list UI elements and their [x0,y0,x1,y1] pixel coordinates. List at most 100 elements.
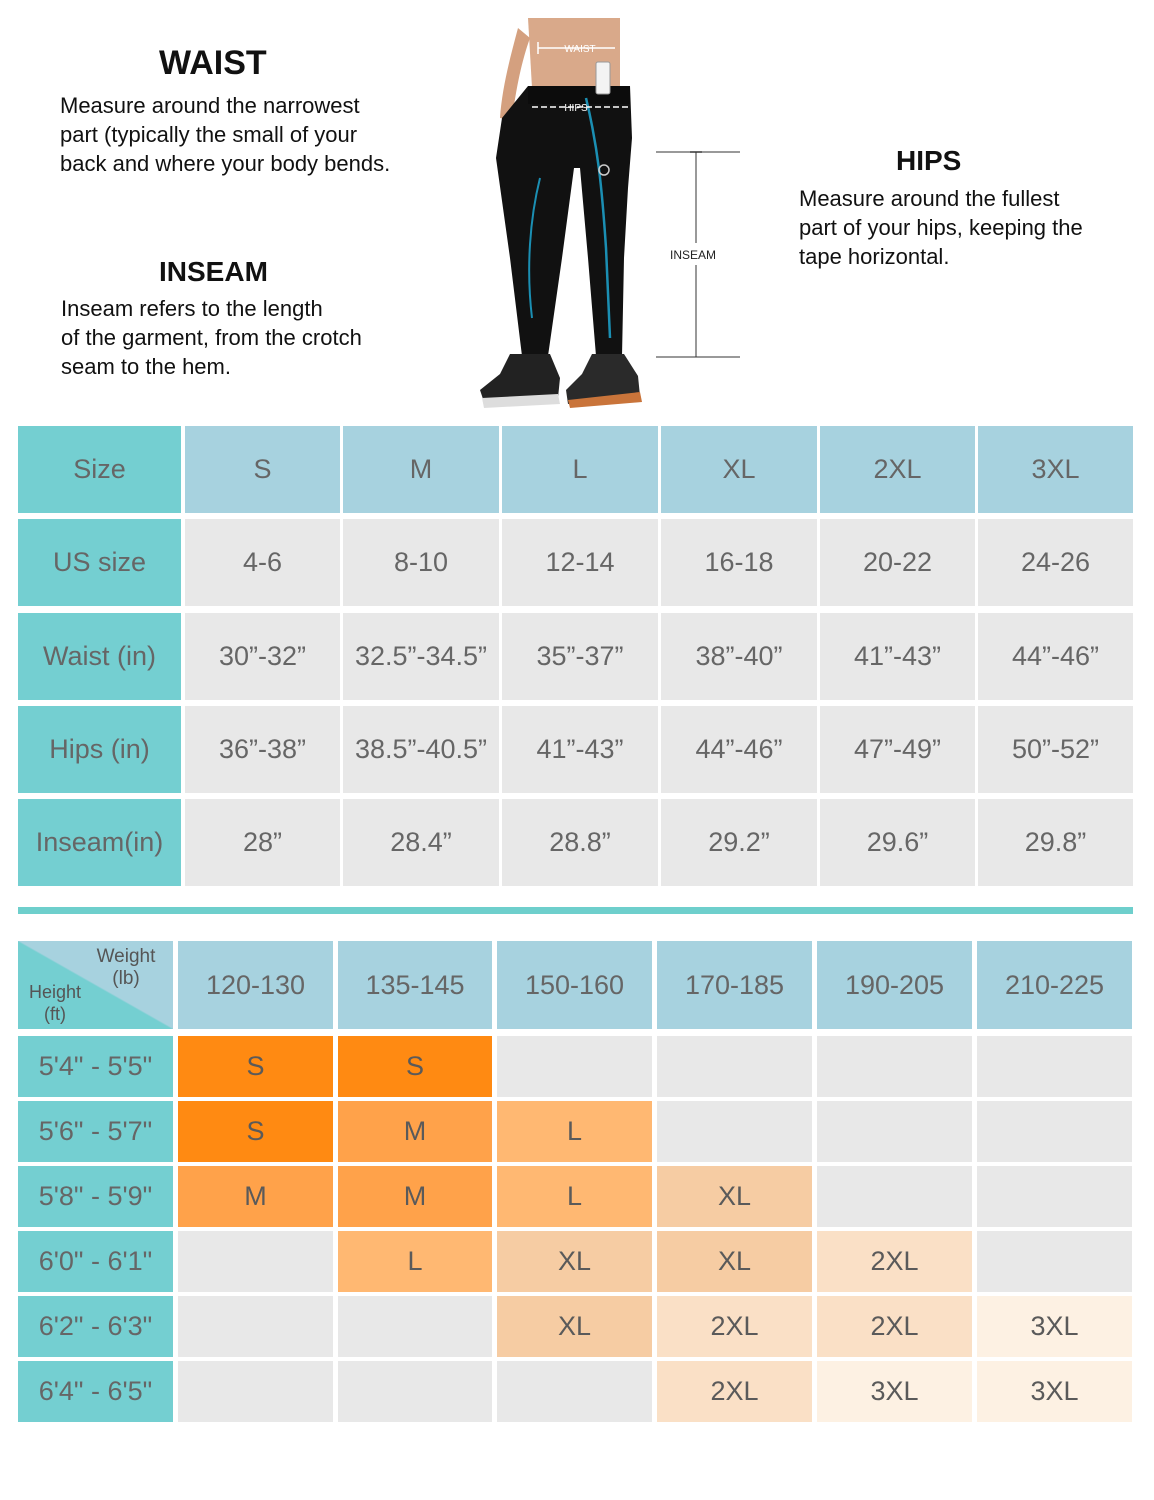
model-figure-illustration: WAIST HIPS INSEAM [480,18,740,408]
size-table-cell: 20-22 [820,519,975,606]
fit-size-cell: L [497,1166,652,1227]
size-table-cell: 24-26 [978,519,1133,606]
waist-figure-label: WAIST [564,44,595,55]
waist-title: WAIST [159,44,267,82]
size-row-label: Waist (in) [18,613,181,700]
fit-size-cell [497,1361,652,1422]
hips-line: tape horizontal. [799,244,950,269]
fit-size-cell: M [338,1101,492,1162]
size-table-cell: 41”-43” [502,706,658,793]
weight-label-line: Weight [96,946,156,967]
shoe-shape [480,354,560,402]
phone-pocket-shape [595,61,611,95]
height-row-label: 6'4" - 6'5" [18,1361,173,1422]
brand-logo-icon [598,164,610,176]
size-table-cell: 44”-46” [978,613,1133,700]
size-table-cell: 8-10 [343,519,499,606]
fit-size-cell [178,1231,333,1292]
size-table-cell: 16-18 [661,519,817,606]
fit-size-cell [977,1101,1132,1162]
fit-size-cell: 3XL [817,1361,972,1422]
inseam-line: Inseam refers to the length [61,296,323,321]
fit-size-cell: XL [497,1231,652,1292]
size-table-cell: 30”-32” [185,613,340,700]
arm-shape [500,28,530,120]
fit-size-cell [338,1361,492,1422]
fit-size-cell: M [338,1166,492,1227]
blue-piping-shape [584,97,612,339]
inseam-figure-label: INSEAM [670,248,716,262]
size-table-cell: 44”-46” [661,706,817,793]
fit-size-cell [977,1166,1132,1227]
size-table-cell: 4-6 [185,519,340,606]
size-row-label: Inseam(in) [18,799,181,886]
size-table-cell: 28” [185,799,340,886]
fit-size-cell: 2XL [657,1361,812,1422]
size-header-label: Size [18,426,181,513]
size-table-cell: 32.5”-34.5” [343,613,499,700]
waistband-shape [528,86,630,104]
size-column-header: XL [661,426,817,513]
weight-column-header: 150-160 [497,941,652,1029]
weight-column-header: 170-185 [657,941,812,1029]
hips-line: part of your hips, keeping the [799,215,1083,240]
size-column-header: 3XL [978,426,1133,513]
fit-size-cell: 2XL [657,1296,812,1357]
height-label-line: Height [28,982,82,1002]
size-table-cell: 38.5”-40.5” [343,706,499,793]
leggings-shape [496,86,632,356]
size-column-header: 2XL [820,426,975,513]
height-row-label: 5'4" - 5'5" [18,1036,173,1097]
size-table-cell: 36”-38” [185,706,340,793]
weight-column-header: 210-225 [977,941,1132,1029]
size-table-cell: 35”-37” [502,613,658,700]
fit-size-cell [977,1231,1132,1292]
size-table-cell: 28.8” [502,799,658,886]
size-table-cell: 29.8” [978,799,1133,886]
hips-description: Measure around the fullest part of your … [799,184,1129,271]
fit-size-cell: 3XL [977,1361,1132,1422]
fit-size-cell [657,1101,812,1162]
height-axis-label: Height (ft) [22,981,88,1025]
inseam-line: of the garment, from the crotch [61,325,362,350]
weight-column-header: 190-205 [817,941,972,1029]
fit-size-cell [817,1036,972,1097]
size-table-cell: 41”-43” [820,613,975,700]
fit-size-cell: 3XL [977,1296,1132,1357]
waist-line: back and where your body bends. [60,151,391,176]
size-column-header: M [343,426,499,513]
fit-size-cell: L [338,1231,492,1292]
fit-size-cell: L [497,1101,652,1162]
size-table-cell: 38”-40” [661,613,817,700]
weight-column-header: 120-130 [178,941,333,1029]
height-row-label: 5'6" - 5'7" [18,1101,173,1162]
waist-line: part (typically the small of your [60,122,358,147]
fit-size-cell: 2XL [817,1231,972,1292]
size-table-cell: 12-14 [502,519,658,606]
size-table-cell: 29.6” [820,799,975,886]
size-table-cell: 29.2” [661,799,817,886]
fit-size-cell: XL [657,1166,812,1227]
hips-figure-label: HIPS [564,103,588,114]
fit-size-cell: S [178,1036,333,1097]
fit-size-cell [178,1361,333,1422]
shoe-shape [566,354,640,404]
height-row-label: 5'8" - 5'9" [18,1166,173,1227]
fit-size-cell [178,1296,333,1357]
shoe-sole-shape [482,394,560,408]
height-row-label: 6'0" - 6'1" [18,1231,173,1292]
size-row-label: US size [18,519,181,606]
inseam-title: INSEAM [159,256,268,287]
height-row-label: 6'2" - 6'3" [18,1296,173,1357]
fit-size-cell: S [338,1036,492,1097]
weight-label-line: (lb) [112,968,140,989]
weight-axis-label: Weight (lb) [88,946,164,990]
shoe-sole-shape [568,392,642,408]
weight-column-header: 135-145 [338,941,492,1029]
size-column-header: S [185,426,340,513]
fit-size-cell: 2XL [817,1296,972,1357]
size-table-cell: 47”-49” [820,706,975,793]
blue-piping-shape [528,177,541,319]
fit-size-cell [817,1101,972,1162]
size-column-header: L [502,426,658,513]
